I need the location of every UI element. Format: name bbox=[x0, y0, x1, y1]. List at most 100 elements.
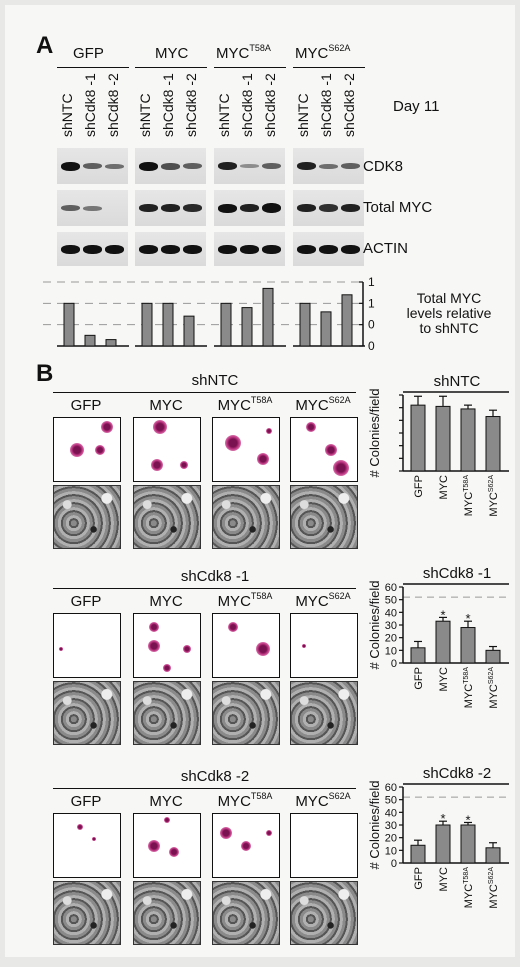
colony-spot bbox=[70, 442, 85, 457]
colony-spot bbox=[147, 639, 160, 652]
condition-label-sup: T58A bbox=[250, 591, 273, 601]
colony-spot bbox=[302, 643, 307, 648]
blot-band bbox=[297, 162, 316, 170]
y-axis-label: # Colonies/field bbox=[367, 581, 382, 670]
quant-bar bbox=[341, 294, 353, 347]
phase-contrast-image bbox=[133, 485, 201, 549]
blot-band bbox=[240, 204, 259, 212]
chart-title: shNTC bbox=[434, 373, 481, 390]
colony-image bbox=[212, 813, 280, 878]
group-underline bbox=[135, 67, 207, 68]
colony-spot bbox=[179, 461, 188, 470]
blot-band bbox=[341, 204, 360, 212]
y-tick-label: 20 bbox=[385, 633, 397, 645]
colony-image bbox=[53, 613, 121, 678]
lane-label: shNTC bbox=[137, 93, 153, 137]
y-tick-label: 0.0 bbox=[368, 339, 375, 350]
lane-label: shNTC bbox=[216, 93, 232, 137]
condition-label: MYC bbox=[133, 594, 199, 609]
colony-spot bbox=[168, 846, 179, 857]
lane-label: shNTC bbox=[59, 93, 75, 137]
blot-band bbox=[262, 163, 281, 169]
colony-image bbox=[53, 417, 121, 482]
panel-a-letter: A bbox=[36, 32, 54, 59]
colony-spot bbox=[324, 443, 337, 456]
blot-band bbox=[218, 162, 237, 170]
colony-spot bbox=[151, 459, 164, 472]
quant-bar bbox=[63, 302, 75, 347]
colony-spot bbox=[58, 646, 63, 651]
blot-band bbox=[161, 204, 180, 212]
group-label-myc-s62a: MYCS62A bbox=[295, 43, 351, 62]
group-label-myc-t58a: MYCT58A bbox=[216, 43, 271, 62]
colony-spot bbox=[147, 839, 160, 852]
condition-label: GFP bbox=[53, 398, 119, 413]
colony-spot bbox=[227, 621, 238, 632]
x-tick-label: MYCS62A bbox=[488, 667, 500, 709]
lane-label: shCdk8 -1 bbox=[239, 73, 255, 137]
condition-label-base: MYC bbox=[295, 397, 329, 414]
colony-bar bbox=[435, 824, 451, 864]
blot-band bbox=[319, 163, 338, 169]
figure: A GFP MYC MYCT58A MYCS62A shNTC shCdk8 -1… bbox=[5, 5, 515, 957]
group-label-gfp: GFP bbox=[73, 45, 104, 62]
condition-label-base: MYC bbox=[217, 397, 251, 414]
colony-spot bbox=[91, 837, 96, 842]
chart-title: shCdk8 -2 bbox=[423, 765, 491, 782]
y-tick-label: 20 bbox=[385, 833, 397, 845]
colony-spot bbox=[332, 460, 349, 477]
condition-label-base: MYC bbox=[217, 793, 251, 810]
x-tick-label: MYCT58A bbox=[463, 667, 475, 709]
blot-band bbox=[105, 163, 124, 169]
colony-image bbox=[133, 613, 201, 678]
lane-label: shCdk8 -1 bbox=[318, 73, 334, 137]
y-tick-label: 50 bbox=[385, 795, 397, 807]
condition-label-sup: S62A bbox=[328, 791, 351, 801]
phase-contrast-image bbox=[290, 681, 358, 745]
blot-band bbox=[139, 244, 158, 254]
colony-bar bbox=[435, 620, 451, 664]
blot-band bbox=[161, 244, 180, 254]
quant-bar bbox=[105, 339, 117, 347]
colony-spot bbox=[241, 840, 251, 851]
condition-label: MYCT58A bbox=[212, 591, 278, 610]
condition-label-base: MYC bbox=[149, 397, 183, 414]
phase-contrast-image bbox=[53, 681, 121, 745]
phase-contrast-image bbox=[212, 681, 280, 745]
group-underline bbox=[57, 67, 129, 68]
significance-star: * bbox=[440, 811, 445, 826]
condition-label-base: MYC bbox=[217, 593, 251, 610]
colony-image bbox=[133, 417, 201, 482]
quant-bar bbox=[84, 334, 96, 347]
colony-bar bbox=[485, 649, 501, 664]
colony-spot bbox=[77, 823, 84, 830]
lane-label: shCdk8 -1 bbox=[82, 73, 98, 137]
colony-spot bbox=[100, 421, 113, 434]
condition-label: GFP bbox=[53, 594, 119, 609]
row-title-underline bbox=[53, 392, 356, 393]
phase-contrast-image bbox=[53, 485, 121, 549]
colony-bar bbox=[435, 405, 451, 472]
colony-spot bbox=[220, 826, 233, 839]
colony-bar bbox=[460, 824, 476, 864]
panel-b-letter: B bbox=[36, 360, 54, 387]
lane-label: shCdk8 -2 bbox=[183, 73, 199, 137]
quant-bar bbox=[141, 302, 153, 347]
condition-label: MYC bbox=[133, 398, 199, 413]
condition-label-sup: S62A bbox=[328, 395, 351, 405]
group-underline bbox=[293, 67, 365, 68]
colony-spot bbox=[182, 644, 191, 653]
condition-label: MYC bbox=[133, 794, 199, 809]
colony-image bbox=[290, 613, 358, 678]
lane-label: shCdk8 -2 bbox=[262, 73, 278, 137]
group-label-myc: MYC bbox=[155, 45, 189, 62]
condition-label: GFP bbox=[53, 794, 119, 809]
phase-contrast-image bbox=[53, 881, 121, 945]
colony-spot bbox=[148, 621, 159, 632]
blot-band bbox=[161, 162, 180, 170]
x-tick-label: GFP bbox=[413, 867, 425, 890]
condition-label-base: MYC bbox=[295, 593, 329, 610]
quant-caption-line-3: to shNTC bbox=[419, 320, 479, 336]
